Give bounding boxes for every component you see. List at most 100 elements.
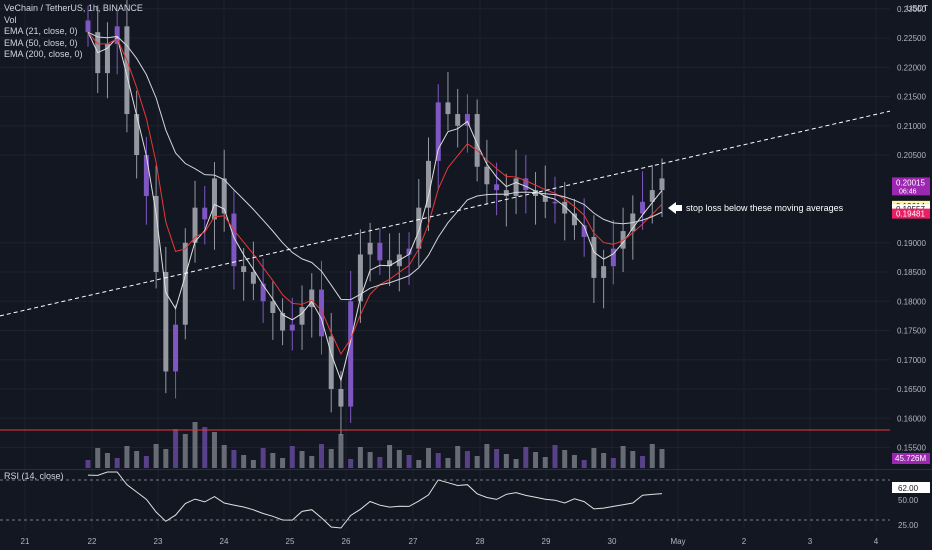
candle-body xyxy=(250,272,256,284)
grid xyxy=(0,0,890,530)
volume-bar xyxy=(202,427,208,468)
volume-bar xyxy=(435,453,441,468)
ema50-legend[interactable]: EMA (50, close, 0) xyxy=(4,37,78,48)
candle-body xyxy=(426,160,432,208)
ema21-legend[interactable]: EMA (21, close, 0) xyxy=(4,26,78,36)
time-tick-label: 21 xyxy=(21,537,30,546)
candle-body xyxy=(260,283,266,302)
vol-legend[interactable]: Vol xyxy=(4,14,17,25)
candle-body xyxy=(114,26,120,44)
volume-bar xyxy=(601,453,607,468)
ema200-legend[interactable]: EMA (200, close, 0) xyxy=(4,49,83,59)
volume-bar xyxy=(124,446,130,468)
currency-label: USDT xyxy=(906,4,928,13)
candle-body xyxy=(387,260,393,267)
price-tick-label: 0.21500 xyxy=(897,93,926,102)
candle-body xyxy=(241,266,247,273)
volume-bar xyxy=(513,459,519,468)
rsi-tick-label: 50.00 xyxy=(898,496,919,505)
candle-body xyxy=(211,178,217,220)
volume-bar xyxy=(114,458,120,468)
candle-body xyxy=(173,324,179,372)
rsi-pane: 62.00 50.00 25.00 xyxy=(0,469,932,530)
volume-bar xyxy=(620,446,626,468)
candle-body xyxy=(367,242,373,255)
candle-body xyxy=(182,242,188,325)
candle-body xyxy=(280,312,286,331)
volume-bar xyxy=(387,445,393,468)
price-tick-label: 0.18000 xyxy=(897,297,926,306)
volume-bar xyxy=(163,449,169,468)
price-tick-label: 0.18500 xyxy=(897,268,926,277)
price-label-countdown: 06:46 xyxy=(899,188,917,195)
volume-bar xyxy=(552,445,558,468)
candle-body xyxy=(299,307,305,325)
price-tick-label: 0.20500 xyxy=(897,151,926,160)
candle-body xyxy=(474,114,480,167)
volume-bar xyxy=(581,460,587,468)
volume-bar xyxy=(260,448,266,468)
candle-body xyxy=(406,248,412,255)
volume-bar xyxy=(309,456,315,468)
candle-body xyxy=(591,236,597,278)
symbol-title[interactable]: VeChain / TetherUS, 1h, BINANCE xyxy=(4,3,143,13)
volume-bar xyxy=(173,429,179,468)
volume-bar xyxy=(649,444,655,468)
price-tick-label: 0.17000 xyxy=(897,356,926,365)
time-tick-label: 4 xyxy=(874,537,879,546)
candle-body xyxy=(143,155,149,196)
ema200-line xyxy=(87,31,663,301)
candle-body xyxy=(289,324,295,331)
indicator-lines xyxy=(0,31,891,431)
volume-bar xyxy=(250,460,256,468)
volume-bar xyxy=(464,451,470,468)
price-tick-label: 0.19000 xyxy=(897,239,926,248)
volume-bar xyxy=(143,456,149,468)
time-tick-label: 2 xyxy=(742,537,747,546)
time-axis[interactable]: 21 22 23 24 25 26 27 28 29 30 May 2 3 4 xyxy=(21,537,879,546)
volume-bar xyxy=(318,444,324,468)
price-tick-label: 0.21000 xyxy=(897,122,926,131)
rsi-value-box xyxy=(892,482,930,493)
volume-bar xyxy=(396,450,402,468)
candle-body xyxy=(377,242,383,261)
candle-body xyxy=(464,114,470,126)
candle-body xyxy=(445,102,451,115)
candle-body xyxy=(435,102,441,161)
time-tick-label: 22 xyxy=(88,537,97,546)
volume-bar xyxy=(328,449,334,468)
candle-body xyxy=(640,201,646,214)
candle-body xyxy=(416,207,422,249)
volume-bar xyxy=(562,450,568,468)
candle-body xyxy=(202,207,208,220)
time-tick-label: 29 xyxy=(542,537,551,546)
volume-bar xyxy=(630,451,636,468)
time-tick-label: 26 xyxy=(342,537,351,546)
volume-bar xyxy=(416,460,422,468)
annotation: stop loss below these moving averages xyxy=(668,202,844,214)
candle-body xyxy=(231,213,237,267)
price-axis[interactable]: 0.23000 0.22500 0.22000 0.21500 0.21000 0.205… xyxy=(892,5,930,464)
price-tick-label: 0.17500 xyxy=(897,327,926,336)
candle-body xyxy=(552,201,558,204)
volume-bar xyxy=(474,456,480,468)
price-tick-label: 0.23000 xyxy=(897,5,926,14)
rsi-tick-label: 62.00 xyxy=(898,484,919,493)
volume-bar xyxy=(571,455,577,468)
volume-label: 45.726M xyxy=(895,454,926,463)
candle-body xyxy=(562,201,568,214)
candle-body xyxy=(581,225,587,237)
volume-bar xyxy=(523,447,529,468)
candle-body xyxy=(571,213,577,226)
price-label-box xyxy=(892,177,930,196)
candle-body xyxy=(542,195,548,202)
rsi-tick-label: 25.00 xyxy=(898,521,919,530)
volume-bar xyxy=(211,432,217,468)
candle-body xyxy=(318,289,324,337)
time-tick-label: 30 xyxy=(608,537,617,546)
rsi-legend[interactable]: RSI (14, close) xyxy=(4,471,64,481)
time-tick-label: 27 xyxy=(409,537,418,546)
candle-body xyxy=(134,114,140,156)
volume-bar xyxy=(494,449,500,468)
